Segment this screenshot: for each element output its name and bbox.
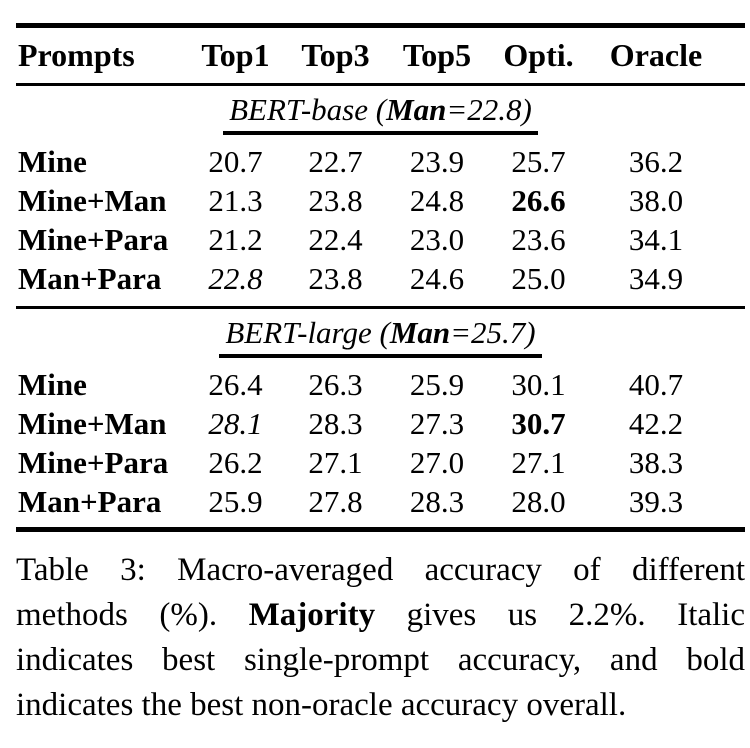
table-row: Mine 26.4 26.3 25.9 30.1 40.7 [16,365,745,404]
caption-run: Table 3: Macro-averaged accuracy of diff… [16,552,745,588]
table-cell: 30.1 [511,366,566,402]
table-cell: 34.9 [628,260,684,296]
table-cell: 22.8 [208,260,263,296]
table-cell: 26.6 [511,182,566,218]
section-header-row: BERT-base (Man=22.8) [16,86,745,142]
table-caption: Table 3: Macro-averaged accuracy of diff… [16,548,745,728]
column-header-oracle: Oracle [609,37,703,73]
table-header-row: Prompts Top1 Top3 Top5 Opti. Oracle [16,28,745,83]
row-label: Mine+Man [18,405,167,441]
table-row: Mine+Man 28.1 28.3 27.3 30.7 42.2 [16,404,745,443]
column-header-top1: Top1 [201,37,270,73]
caption-run: Majority [248,597,376,633]
section-header-run: BERT-large ( [225,315,390,350]
table-cell: 23.0 [409,221,465,257]
caption-line: Table 3: Macro-averaged accuracy of diff… [16,548,745,593]
table-cell: 25.9 [208,483,263,519]
table-cell: 23.9 [409,143,465,179]
row-label: Mine+Man [18,182,167,218]
table-body: BERT-base (Man=22.8) Mine 20.7 22.7 23.9 25.7… [16,86,745,521]
table-cell: 27.1 [511,444,566,480]
section-header-run: Man [389,315,451,350]
row-label: Man+Para [18,483,162,519]
caption-run: methods (%). [16,597,249,633]
table-cell: 23.6 [511,221,566,257]
table-bottom-rule [16,527,745,532]
caption-run: gives us 2.2%. Italic [375,597,746,633]
caption-run: indicates the best non-oracle accuracy o… [16,687,627,723]
table-cell: 21.3 [208,182,263,218]
table-cell: 27.1 [308,444,363,480]
table-header-rule [16,83,745,86]
caption-line: indicates best single-prompt accuracy, a… [16,638,745,683]
table-cell: 38.0 [628,182,684,218]
caption-line: indicates the best non-oracle accuracy o… [16,683,745,728]
caption-line: methods (%). Majority gives us 2.2%. Ita… [16,593,745,638]
table-row: Man+Para 25.9 27.8 28.3 28.0 39.3 [16,482,745,521]
table-row: Mine 20.7 22.7 23.9 25.7 36.2 [16,142,745,181]
results-table: Prompts Top1 Top3 Top5 Opti. Oracle BERT-base… [16,0,745,728]
table-cell: 39.3 [628,483,684,519]
table-cell: 22.4 [308,221,363,257]
table-cell: 27.3 [409,405,465,441]
table-row: Mine+Para 21.2 22.4 23.0 23.6 34.1 [16,220,745,259]
table-cell: 28.3 [409,483,465,519]
table-cell: 23.8 [308,182,363,218]
table-cell: 28.3 [308,405,363,441]
column-header-opti: Opti. [503,37,574,73]
row-label: Mine+Para [18,221,169,257]
section-header: BERT-base (Man=22.8) [223,90,538,135]
table-row: Man+Para 22.8 23.8 24.6 25.0 34.9 [16,259,745,298]
table-cell: 24.6 [409,260,465,296]
table-cell: 25.0 [511,260,566,296]
column-header-top3: Top3 [301,37,370,73]
section-header-run: =25.7) [450,315,536,350]
section-header-row: BERT-large (Man=25.7) [16,309,745,365]
table-cell: 42.2 [628,405,684,441]
table-cell: 22.7 [308,143,363,179]
table-cell: 27.0 [409,444,465,480]
table-cell: 26.3 [308,366,363,402]
row-label: Mine [18,366,87,402]
table-cell: 26.4 [208,366,263,402]
table-row: Mine+Para 26.2 27.1 27.0 27.1 38.3 [16,443,745,482]
table-cell: 20.7 [208,143,263,179]
table-cell: 34.1 [628,221,684,257]
table-cell: 36.2 [628,143,684,179]
column-header-prompts: Prompts [18,37,135,73]
table-cell: 28.1 [208,405,263,441]
row-label: Man+Para [18,260,162,296]
table-section-rule [16,306,745,309]
row-label: Mine [18,143,87,179]
table-cell: 28.0 [511,483,566,519]
table-cell: 26.2 [208,444,263,480]
table-cell: 25.9 [409,366,465,402]
table-row: Mine+Man 21.3 23.8 24.8 26.6 38.0 [16,181,745,220]
table-cell: 24.8 [409,182,465,218]
table-cell: 21.2 [208,221,263,257]
table-cell: 27.8 [308,483,363,519]
table-cell: 30.7 [511,405,566,441]
section-header: BERT-large (Man=25.7) [219,313,542,358]
table-cell: 40.7 [628,366,684,402]
table-cell: 25.7 [511,143,566,179]
section-header-run: Man [386,92,447,127]
section-header-run: BERT-base ( [229,92,387,127]
column-header-top5: Top5 [402,37,472,73]
table-cell: 23.8 [308,260,363,296]
section-header-run: =22.8) [446,92,532,127]
table-cell: 38.3 [628,444,684,480]
row-label: Mine+Para [18,444,169,480]
table-top-rule [16,23,745,28]
caption-run: indicates best single-prompt accuracy, a… [16,642,745,678]
